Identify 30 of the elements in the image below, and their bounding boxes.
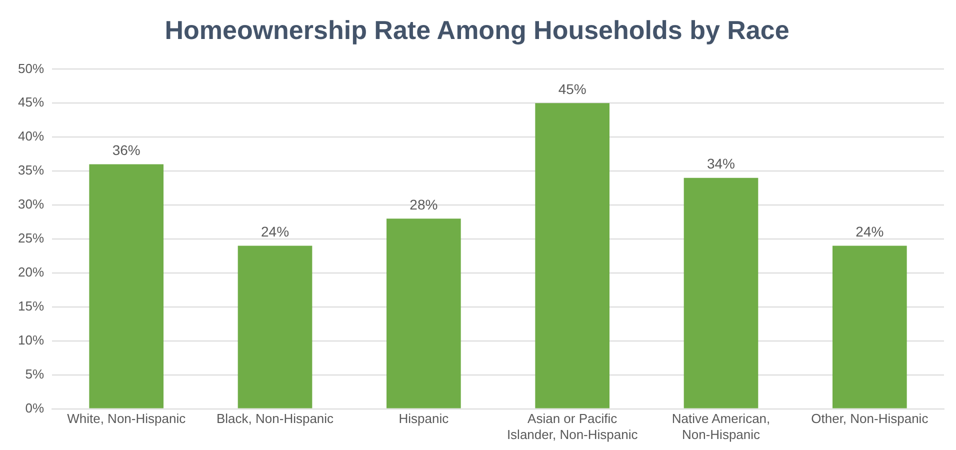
bar <box>684 178 758 408</box>
chart-title: Homeownership Rate Among Households by Race <box>164 14 790 45</box>
y-tick-label: 45% <box>18 94 44 110</box>
data-label: 28% <box>410 196 438 212</box>
bar <box>832 246 907 408</box>
bar <box>386 218 461 408</box>
data-label: 24% <box>856 224 884 240</box>
y-tick-label: 0% <box>25 400 44 416</box>
y-tick-label: 40% <box>18 128 44 144</box>
x-tick-label: Black, Non-Hispanic <box>216 411 334 426</box>
bar <box>238 246 312 408</box>
y-tick-label: 25% <box>18 230 44 246</box>
x-tick-label: Native American, Non-Hispanic <box>672 411 770 442</box>
y-tick-label: 5% <box>25 366 44 382</box>
y-tick-label: 30% <box>18 196 44 212</box>
y-tick-label: 50% <box>18 60 44 76</box>
x-tick-label: White, Non-Hispanic <box>67 411 186 426</box>
x-tick-label: Asian or Pacific Islander, Non-Hispanic <box>506 411 638 442</box>
x-tick-label: Hispanic <box>398 411 450 426</box>
data-label: 45% <box>558 81 586 98</box>
bar <box>535 103 610 408</box>
data-label: 34% <box>706 156 736 172</box>
y-tick-label: 20% <box>18 264 44 280</box>
data-label: 24% <box>261 224 290 240</box>
x-tick-label: Other, Non-Hispanic <box>811 411 929 426</box>
y-tick-label: 35% <box>18 162 44 178</box>
bar <box>89 164 164 408</box>
data-label: 36% <box>112 142 140 158</box>
y-tick-label: 15% <box>18 298 44 314</box>
y-tick-label: 10% <box>18 332 44 348</box>
